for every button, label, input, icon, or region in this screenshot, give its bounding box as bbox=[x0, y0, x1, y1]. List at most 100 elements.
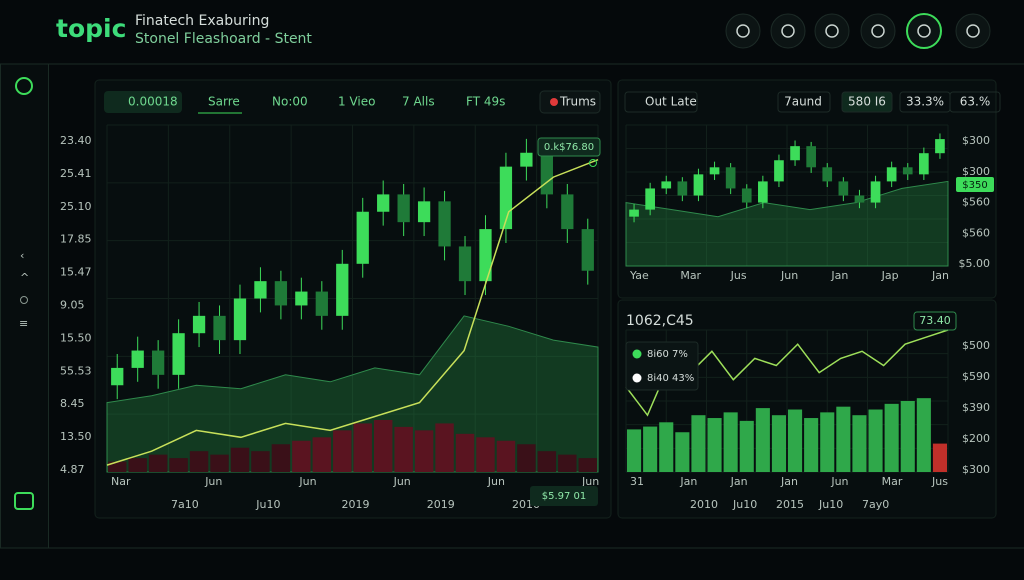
candle-body bbox=[935, 139, 945, 154]
bar bbox=[868, 409, 883, 472]
toolbar-item[interactable]: 7 Alls bbox=[402, 95, 435, 109]
logo: topic bbox=[56, 14, 126, 43]
candle-body bbox=[838, 181, 849, 196]
y-label: $560 bbox=[962, 196, 990, 209]
candle-body bbox=[758, 181, 768, 203]
candle-body bbox=[806, 146, 816, 168]
icon[interactable]: ‹ bbox=[20, 249, 24, 262]
y-label: 55.53 bbox=[60, 364, 92, 377]
bar bbox=[836, 406, 851, 472]
right-top-panel bbox=[617, 79, 997, 299]
toolbar-pill[interactable] bbox=[104, 91, 182, 113]
candle-body bbox=[902, 167, 913, 175]
candle-body bbox=[561, 194, 574, 230]
button-box[interactable] bbox=[841, 91, 893, 113]
x-label: Jun bbox=[204, 475, 222, 488]
x-label-2: 2019 bbox=[427, 498, 455, 511]
y-label: $200 bbox=[962, 432, 990, 445]
line bbox=[106, 159, 599, 466]
button-box[interactable] bbox=[777, 91, 831, 113]
candle-body bbox=[356, 211, 369, 264]
candle-body bbox=[919, 153, 929, 175]
bar bbox=[900, 401, 915, 472]
toolbar-item[interactable]: FT 49s bbox=[466, 95, 505, 109]
candle-body bbox=[540, 152, 553, 195]
toolbar-item[interactable]: Trums bbox=[559, 95, 596, 109]
button[interactable]: 7aund bbox=[784, 95, 822, 109]
button[interactable]: 63.% bbox=[960, 95, 991, 109]
header-icon bbox=[917, 24, 931, 38]
sidebar-icon[interactable] bbox=[14, 492, 34, 510]
candle-body bbox=[213, 315, 226, 341]
toolbar-item[interactable]: Sarre bbox=[208, 95, 240, 109]
sidebar bbox=[0, 63, 49, 549]
x-label: 31 bbox=[630, 475, 644, 488]
bar bbox=[643, 426, 658, 472]
button[interactable]: 33.3% bbox=[906, 95, 944, 109]
icon[interactable]: ≡ bbox=[19, 317, 28, 330]
candle-body bbox=[629, 209, 639, 217]
candle-body bbox=[677, 181, 688, 196]
icon[interactable]: ^ bbox=[20, 271, 29, 284]
button-box[interactable] bbox=[949, 91, 1001, 113]
header-button[interactable] bbox=[770, 13, 806, 49]
volume-bar bbox=[353, 423, 372, 472]
volume-bar bbox=[455, 433, 475, 472]
toolbar-pill[interactable] bbox=[539, 90, 601, 114]
bar bbox=[771, 415, 786, 472]
x-label: Jus bbox=[931, 475, 948, 488]
candle-body bbox=[725, 167, 736, 189]
icon[interactable] bbox=[20, 296, 28, 304]
x-label: Jun bbox=[393, 475, 411, 488]
y-label: $590 bbox=[962, 370, 990, 383]
sidebar-icon[interactable] bbox=[15, 77, 33, 95]
y-label: 4.87 bbox=[60, 463, 85, 476]
y-label: 15.47 bbox=[60, 266, 92, 279]
y-label: $300 bbox=[962, 134, 990, 147]
candle-body bbox=[417, 201, 431, 223]
candle-body bbox=[254, 281, 267, 299]
candle-body bbox=[479, 229, 492, 282]
x-label: Jap bbox=[881, 269, 899, 282]
candle-body bbox=[315, 291, 328, 316]
y-label: $300 bbox=[962, 463, 990, 476]
volume-bar bbox=[537, 451, 557, 472]
volume-bar bbox=[435, 423, 454, 472]
button[interactable]: 580 I6 bbox=[848, 95, 886, 109]
header-button[interactable] bbox=[860, 13, 896, 49]
legend-dot bbox=[632, 349, 642, 359]
x-label: Jun bbox=[487, 475, 505, 488]
volume-bar bbox=[271, 444, 291, 472]
candle-body bbox=[377, 194, 390, 212]
badge-box bbox=[956, 177, 994, 192]
volume-bar bbox=[148, 454, 168, 472]
x-label: Nar bbox=[111, 475, 131, 488]
candle-body bbox=[111, 367, 124, 386]
y-label: 8.45 bbox=[60, 397, 85, 410]
header-button[interactable] bbox=[814, 13, 850, 49]
y-label: 23.40 bbox=[60, 134, 92, 147]
bar bbox=[739, 420, 754, 472]
x-label: Jun bbox=[780, 269, 798, 282]
y-label: $390 bbox=[962, 401, 990, 414]
candle-body bbox=[458, 246, 472, 282]
x-label: Mar bbox=[882, 475, 903, 488]
legend-entry: 8i60 7% bbox=[647, 349, 688, 360]
bar bbox=[707, 418, 722, 472]
x-label: Jan bbox=[679, 475, 697, 488]
volume-bar bbox=[312, 437, 332, 472]
header-button[interactable] bbox=[725, 13, 761, 49]
candle-body bbox=[438, 201, 451, 247]
volume-bar bbox=[169, 458, 188, 472]
header-button[interactable] bbox=[906, 13, 942, 49]
header-button[interactable] bbox=[955, 13, 991, 49]
area bbox=[106, 315, 599, 473]
toolbar-item[interactable]: 1 Vieo bbox=[338, 95, 375, 109]
x-label: Jus bbox=[730, 269, 747, 282]
candle-body bbox=[152, 350, 165, 375]
toolbar-item[interactable]: No:00 bbox=[272, 95, 308, 109]
toolbar-item[interactable]: 0.00018 bbox=[128, 95, 178, 109]
bar bbox=[755, 408, 770, 472]
volume-bar bbox=[292, 440, 311, 472]
y-label: 25.10 bbox=[60, 200, 92, 213]
